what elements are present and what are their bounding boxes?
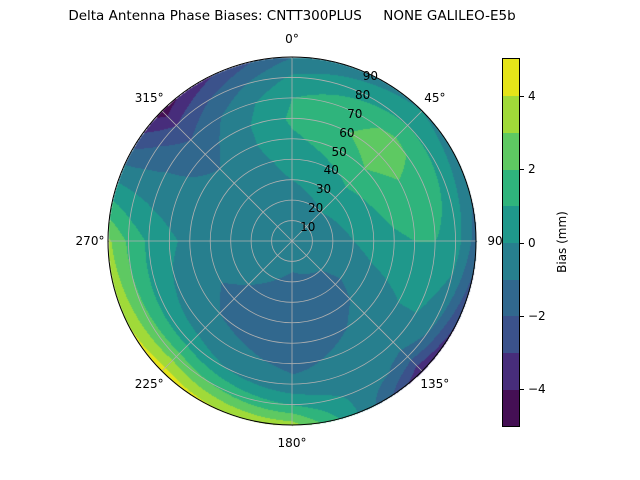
colorbar-segment xyxy=(503,315,519,354)
radial-tick-label: 40 xyxy=(323,163,339,178)
angle-tick-label: 180° xyxy=(277,436,307,450)
angle-tick-label: 45° xyxy=(424,91,446,106)
colorbar-tick-label: 4 xyxy=(528,88,536,103)
colorbar-segment xyxy=(503,279,519,317)
colorbar-segment xyxy=(503,352,519,390)
colorbar-segment xyxy=(503,59,519,97)
chart-title: Delta Antenna Phase Biases: CNTT300PLUS … xyxy=(68,8,516,24)
radial-tick-label: 80 xyxy=(354,87,371,102)
angle-tick-label: 225° xyxy=(134,376,164,391)
colorbar-tick xyxy=(520,95,524,97)
colorbar-tick-label: 2 xyxy=(528,162,536,177)
colorbar-tick xyxy=(520,242,524,244)
angle-tick-label: 135° xyxy=(420,376,450,391)
angle-tick-label: 315° xyxy=(134,91,164,106)
colorbar-label: Bias (mm) xyxy=(555,211,569,273)
colorbar xyxy=(502,58,520,427)
radial-tick-label: 30 xyxy=(315,182,332,197)
colorbar-tick xyxy=(520,389,524,391)
angular-gridline xyxy=(291,240,423,372)
colorbar-segment xyxy=(503,169,519,207)
angular-gridline xyxy=(291,110,423,242)
colorbar-segment xyxy=(503,242,519,280)
polar-frame xyxy=(107,56,477,426)
angular-gridline xyxy=(161,110,293,242)
angular-gridline xyxy=(161,240,293,372)
colorbar-tick-label: 0 xyxy=(528,235,536,250)
colorbar-segment xyxy=(503,95,519,133)
colorbar-tick-label: −4 xyxy=(528,382,546,397)
angle-tick-label: 270° xyxy=(75,234,105,248)
radial-tick-label: 20 xyxy=(308,201,324,216)
colorbar-segment xyxy=(503,205,519,243)
angle-tick-label: 0° xyxy=(285,32,299,46)
colorbar-tick xyxy=(520,169,524,171)
radial-tick-label: 90 xyxy=(362,69,379,83)
colorbar-tick-label: −2 xyxy=(528,308,546,323)
radial-tick-label: 50 xyxy=(331,144,347,159)
radial-tick-label: 70 xyxy=(347,106,363,121)
colorbar-segment xyxy=(503,389,519,427)
radial-tick-label: 10 xyxy=(300,220,316,235)
colorbar-segment xyxy=(503,132,519,170)
colorbar-tick xyxy=(520,315,524,317)
radial-tick-label: 60 xyxy=(339,125,355,140)
